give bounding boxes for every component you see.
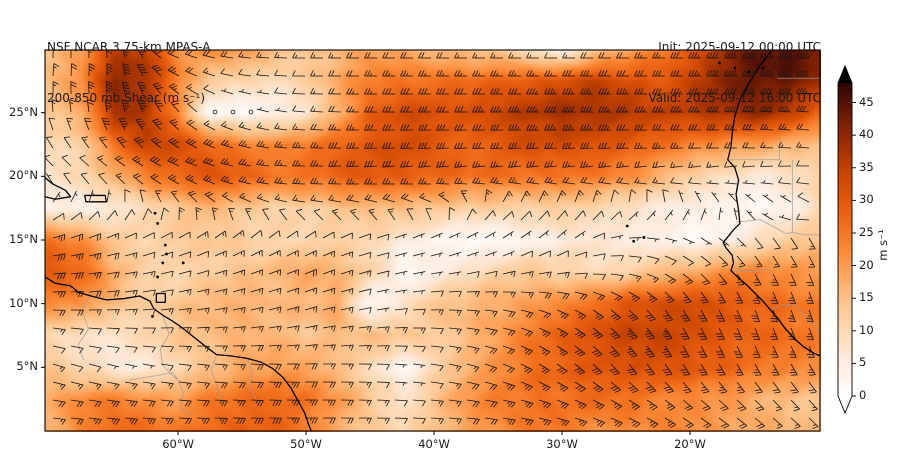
x-axis-tick-label: 30°W	[546, 437, 578, 451]
map-subtitle: 200-850 mb Shear (m s⁻¹)	[47, 91, 206, 105]
colorbar-tick-label: 45	[859, 94, 874, 109]
map-title: NSF NCAR 3.75-km MPAS-A	[47, 40, 211, 54]
valid-timestamp: Valid: 2025-09-12 16:00 UTC	[648, 91, 821, 105]
y-axis-tick-label: 25°N	[9, 104, 38, 119]
y-axis-tick-label: 20°N	[9, 168, 38, 183]
colorbar-tick-label: 20	[859, 257, 874, 272]
x-axis-tick-label: 50°W	[290, 437, 322, 451]
y-axis-tick-label: 5°N	[16, 359, 38, 374]
y-axis-tick-label: 10°N	[9, 295, 38, 310]
x-axis-tick-label: 20°W	[674, 437, 706, 451]
colorbar-tick-label: 0	[859, 388, 867, 402]
init-timestamp: Init: 2025-09-12 00:00 UTC	[658, 40, 821, 54]
title-block: NSF NCAR 3.75-km MPAS-A 200-850 mb Shear…	[47, 5, 210, 141]
time-block: Init: 2025-09-12 00:00 UTC Valid: 2025-0…	[648, 5, 821, 141]
colorbar-tick-label: 30	[859, 192, 874, 207]
colorbar-tick-label: 40	[859, 127, 874, 142]
x-axis-tick-label: 60°W	[162, 437, 194, 451]
x-axis-tick-label: 40°W	[418, 437, 450, 451]
y-axis-tick-label: 15°N	[9, 231, 38, 246]
colorbar-tick-label: 25	[859, 224, 874, 239]
colorbar-tick-label: 15	[859, 290, 874, 305]
colorbar-tick-label: 35	[859, 159, 874, 174]
colorbar-tick-label: 10	[859, 322, 874, 337]
colorbar-tick-label: 5	[859, 355, 867, 370]
colorbar-unit-label: m s⁻¹	[876, 229, 890, 261]
